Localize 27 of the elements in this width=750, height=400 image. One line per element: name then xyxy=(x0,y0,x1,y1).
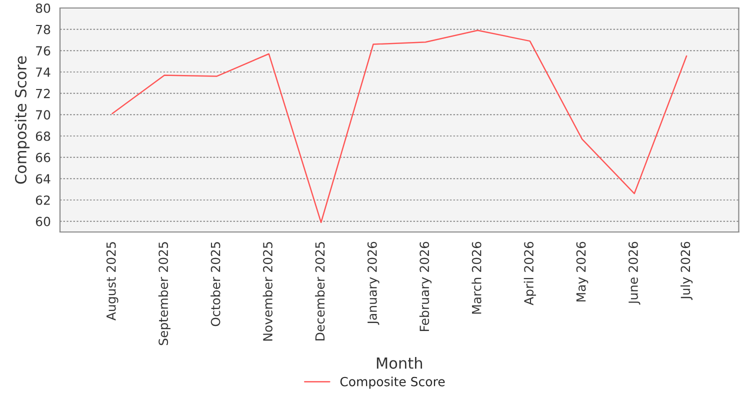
line-series xyxy=(112,30,688,224)
x-tick-label: April 2026 xyxy=(524,242,536,306)
x-tick-label: July 2026 xyxy=(680,242,693,300)
x-axis-title: Month xyxy=(376,357,422,369)
y-tick-label: 74 xyxy=(36,68,50,77)
x-tick-label: March 2026 xyxy=(472,242,482,314)
legend-label: Composite Score xyxy=(340,376,445,389)
y-tick-label: 64 xyxy=(36,174,50,184)
x-tick-label: February 2026 xyxy=(419,242,432,331)
y-tick-label: 76 xyxy=(36,46,50,56)
x-tick-label: August 2025 xyxy=(106,242,118,320)
y-tick-label: 72 xyxy=(36,88,50,98)
y-tick-label: 68 xyxy=(36,131,50,141)
y-tick-label: 66 xyxy=(36,152,50,162)
x-tick-label: June 2026 xyxy=(628,242,640,305)
y-tick-label: 62 xyxy=(36,195,50,205)
y-tick-label: 70 xyxy=(36,110,50,120)
x-tick-label: September 2025 xyxy=(158,242,170,346)
y-axis-title: Composite Score xyxy=(14,56,30,184)
y-tick-label: 80 xyxy=(36,3,50,13)
x-tick-label: December 2025 xyxy=(315,242,325,340)
x-tick-label: November 2025 xyxy=(262,242,272,341)
y-tick-label: 60 xyxy=(36,216,50,226)
x-tick-label: May 2026 xyxy=(576,242,588,302)
y-tick-label: 78 xyxy=(36,24,50,34)
x-tick-label: October 2025 xyxy=(210,242,220,326)
x-tick-label: January 2026 xyxy=(367,242,380,325)
